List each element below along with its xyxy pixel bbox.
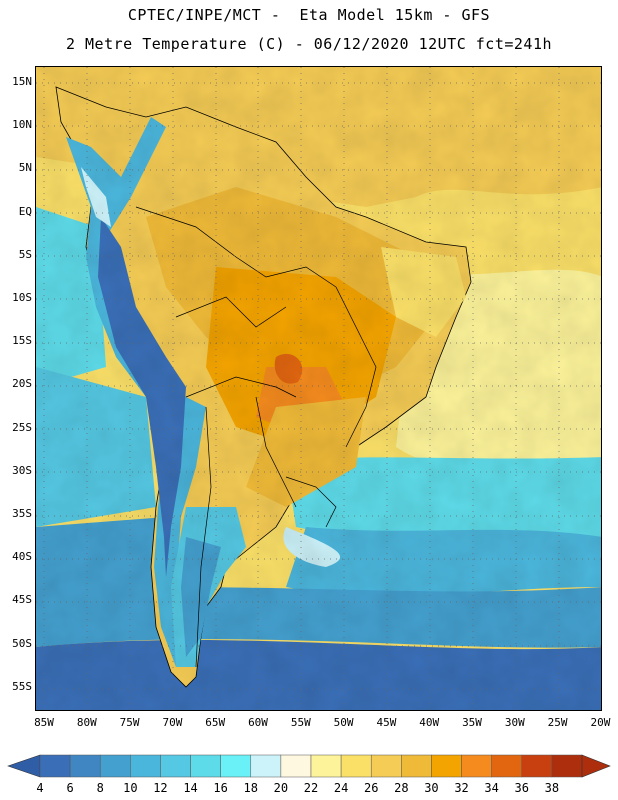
colorbar-tick-label: 24 — [333, 781, 349, 795]
colorbar-right-arrow — [581, 754, 611, 778]
colorbar-swatch — [310, 754, 342, 778]
colorbar-swatch — [39, 754, 71, 778]
longitude-label: 40W — [419, 716, 440, 729]
latitude-label: 5N — [18, 161, 32, 175]
longitude-label: 35W — [462, 716, 482, 729]
colorbar-swatch — [491, 754, 523, 778]
border-brazil-states — [335, 286, 377, 448]
colorbar-tick-label: 36 — [514, 781, 529, 795]
latitude-label: 55S — [12, 679, 32, 693]
country-borders — [135, 206, 377, 668]
colorbar-tick-label: 28 — [394, 781, 409, 795]
latitude-label: 50S — [12, 636, 32, 650]
colorbar-swatch — [401, 754, 432, 778]
longitude-label: 45W — [376, 716, 397, 729]
colorbar-tick-label: 38 — [544, 781, 560, 795]
colorbar-tick-label: 6 — [66, 781, 74, 795]
colorbar-swatch — [280, 754, 312, 778]
border-bolivia — [185, 376, 297, 398]
temperature-map — [35, 66, 602, 711]
colorbar-tick-label: 14 — [183, 781, 198, 795]
colorbar-tick-label: 4 — [36, 781, 44, 795]
border-chile-argentina — [195, 406, 212, 668]
longitude-label: 75W — [119, 716, 140, 729]
colorbar-swatch — [130, 754, 161, 778]
longitude-label: 25W — [547, 716, 568, 729]
border-paraguay — [255, 396, 297, 508]
colorbar-tick-label: 18 — [243, 781, 258, 795]
latitude-label: 25S — [12, 420, 32, 434]
latitude-label: 35S — [12, 507, 32, 520]
latitude-label: 20S — [12, 377, 32, 391]
longitude-label: 85W — [34, 716, 54, 729]
border-north — [135, 206, 337, 288]
latitude-label: 15S — [12, 334, 32, 348]
colorbar-swatch — [69, 754, 101, 778]
latitude-label: 15N — [12, 75, 32, 88]
colorbar-tick-label: 34 — [484, 781, 499, 795]
colorbar-tick-label: 22 — [303, 781, 319, 795]
colorbar-tick-label: 8 — [96, 781, 104, 795]
longitude-label: 65W — [205, 716, 226, 729]
colorbar-swatch — [220, 754, 252, 778]
longitude-label: 55W — [290, 716, 311, 729]
colorbar-tick-label: 12 — [153, 781, 168, 795]
colorbar-tick-label: 32 — [454, 781, 469, 795]
latitude-label: 5S — [18, 247, 32, 261]
longitude-label: 30W — [504, 716, 525, 729]
longitude-label: 80W — [76, 716, 97, 729]
colorbar-swatch — [431, 754, 462, 778]
latitude-label: 40S — [12, 550, 32, 564]
colorbar-swatch — [99, 754, 131, 778]
colorbar-swatch — [551, 754, 583, 778]
colorbar-swatch — [190, 754, 221, 778]
longitude-label: 70W — [162, 716, 183, 729]
colorbar-tick-label: 10 — [123, 781, 138, 795]
map-title-line-1: CPTEC/INPE/MCT - Eta Model 15km - GFS — [127, 6, 491, 24]
temperature-field — [36, 67, 601, 710]
colorbar-swatch — [160, 754, 191, 778]
colorbar-tick-label: 26 — [363, 781, 379, 795]
latitude-label: 10S — [12, 291, 32, 304]
colorbar-swatch — [370, 754, 402, 778]
longitude-label: 20W — [590, 716, 611, 729]
colorbar-tick-label: 20 — [273, 781, 289, 795]
map-title-line-2: 2 Metre Temperature (C) - 06/12/2020 12U… — [65, 35, 553, 53]
colorbar-tick-label: 16 — [213, 781, 228, 795]
latitude-label: 10N — [12, 118, 32, 132]
longitude-label: 50W — [333, 716, 354, 729]
colorbar-swatch — [250, 754, 282, 778]
latitude-label: EQ — [18, 204, 32, 218]
border-peru-brazil — [175, 296, 287, 328]
colorbar-swatch — [461, 754, 492, 778]
colorbar-swatch — [340, 754, 372, 778]
latitude-label: 45S — [12, 593, 32, 607]
field-texture — [36, 67, 601, 710]
latitude-label: 30S — [12, 463, 32, 477]
colorbar-tick-label: 30 — [424, 781, 439, 795]
longitude-label: 60W — [248, 716, 268, 729]
colorbar-left-arrow — [7, 754, 41, 778]
colorbar-swatch — [521, 754, 553, 778]
